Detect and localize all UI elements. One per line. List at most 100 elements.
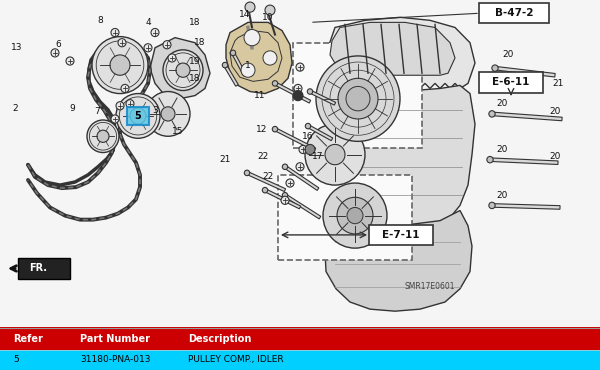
Text: SMR17E0601: SMR17E0601 — [405, 282, 455, 291]
Circle shape — [305, 123, 311, 129]
Circle shape — [325, 144, 345, 165]
Text: B-47-2: B-47-2 — [495, 8, 533, 18]
FancyBboxPatch shape — [293, 43, 422, 148]
Circle shape — [299, 145, 307, 154]
Circle shape — [126, 100, 134, 108]
Polygon shape — [310, 90, 335, 105]
Circle shape — [347, 208, 363, 224]
Circle shape — [151, 28, 159, 37]
Text: 31180-PNA-013: 31180-PNA-013 — [80, 355, 151, 364]
Circle shape — [492, 65, 498, 71]
Text: PULLEY COMP., IDLER: PULLEY COMP., IDLER — [188, 355, 284, 364]
Text: 22: 22 — [257, 152, 269, 161]
Polygon shape — [224, 64, 238, 86]
Polygon shape — [495, 66, 555, 77]
Circle shape — [272, 81, 278, 86]
Text: 8: 8 — [97, 16, 103, 25]
Text: Refer: Refer — [13, 333, 43, 343]
Text: 18: 18 — [189, 18, 201, 27]
Polygon shape — [18, 258, 70, 279]
Polygon shape — [325, 211, 472, 311]
Circle shape — [294, 84, 302, 92]
Circle shape — [168, 54, 176, 62]
Circle shape — [110, 55, 130, 75]
Circle shape — [338, 78, 378, 119]
Text: 5: 5 — [134, 111, 142, 121]
Text: 18: 18 — [189, 74, 201, 83]
Text: 2: 2 — [12, 104, 18, 113]
Text: Description: Description — [188, 333, 251, 343]
Text: 13: 13 — [11, 43, 23, 52]
Circle shape — [296, 163, 304, 171]
Circle shape — [346, 87, 370, 111]
Text: 21: 21 — [220, 155, 230, 164]
Polygon shape — [307, 125, 333, 141]
Text: 18: 18 — [194, 38, 206, 47]
Polygon shape — [324, 83, 475, 233]
Circle shape — [121, 84, 129, 92]
Circle shape — [272, 127, 278, 132]
Circle shape — [337, 197, 373, 234]
Text: 20: 20 — [502, 50, 514, 60]
Circle shape — [130, 108, 146, 124]
Text: 16: 16 — [302, 132, 314, 141]
Text: 20: 20 — [496, 99, 508, 108]
Polygon shape — [284, 194, 321, 219]
Polygon shape — [226, 22, 292, 94]
Circle shape — [487, 157, 493, 163]
Text: 5: 5 — [13, 355, 19, 364]
Circle shape — [296, 63, 304, 71]
Text: 15: 15 — [172, 127, 184, 136]
Circle shape — [176, 63, 190, 77]
Circle shape — [97, 130, 109, 142]
FancyBboxPatch shape — [479, 3, 549, 23]
Circle shape — [111, 28, 119, 37]
Circle shape — [286, 179, 294, 187]
Circle shape — [230, 50, 236, 56]
Text: Part Number: Part Number — [80, 333, 150, 343]
Polygon shape — [490, 158, 558, 165]
Circle shape — [489, 202, 495, 209]
Text: 12: 12 — [256, 125, 268, 134]
Text: 22: 22 — [262, 172, 274, 181]
Circle shape — [144, 44, 152, 52]
FancyBboxPatch shape — [278, 175, 412, 260]
Circle shape — [323, 183, 387, 248]
Text: 21: 21 — [553, 79, 563, 88]
Text: 19: 19 — [189, 57, 201, 65]
Polygon shape — [492, 112, 562, 121]
Polygon shape — [232, 52, 247, 76]
Text: E-6-11: E-6-11 — [493, 77, 530, 87]
Circle shape — [307, 89, 313, 94]
Polygon shape — [274, 82, 311, 103]
Circle shape — [87, 120, 119, 152]
Polygon shape — [274, 128, 316, 151]
Circle shape — [116, 102, 124, 110]
Circle shape — [316, 56, 400, 141]
Text: 6: 6 — [55, 40, 61, 49]
Circle shape — [118, 38, 126, 47]
Circle shape — [92, 37, 148, 94]
Circle shape — [146, 91, 190, 136]
Circle shape — [51, 49, 59, 57]
Circle shape — [262, 188, 268, 193]
Circle shape — [281, 196, 289, 204]
Text: 14: 14 — [239, 10, 251, 19]
Polygon shape — [330, 22, 455, 75]
Polygon shape — [265, 189, 301, 209]
Text: 17: 17 — [312, 152, 324, 161]
Circle shape — [489, 111, 495, 117]
Text: FR.: FR. — [29, 263, 47, 273]
Polygon shape — [284, 165, 319, 191]
Text: 7: 7 — [94, 107, 100, 116]
Text: 4: 4 — [145, 18, 151, 27]
Circle shape — [263, 51, 277, 65]
Circle shape — [283, 164, 288, 169]
Circle shape — [241, 63, 255, 77]
Circle shape — [163, 50, 203, 91]
Polygon shape — [492, 204, 560, 209]
Text: E-7-11: E-7-11 — [382, 230, 420, 240]
Circle shape — [283, 192, 288, 198]
Circle shape — [161, 107, 175, 121]
Circle shape — [305, 144, 315, 155]
